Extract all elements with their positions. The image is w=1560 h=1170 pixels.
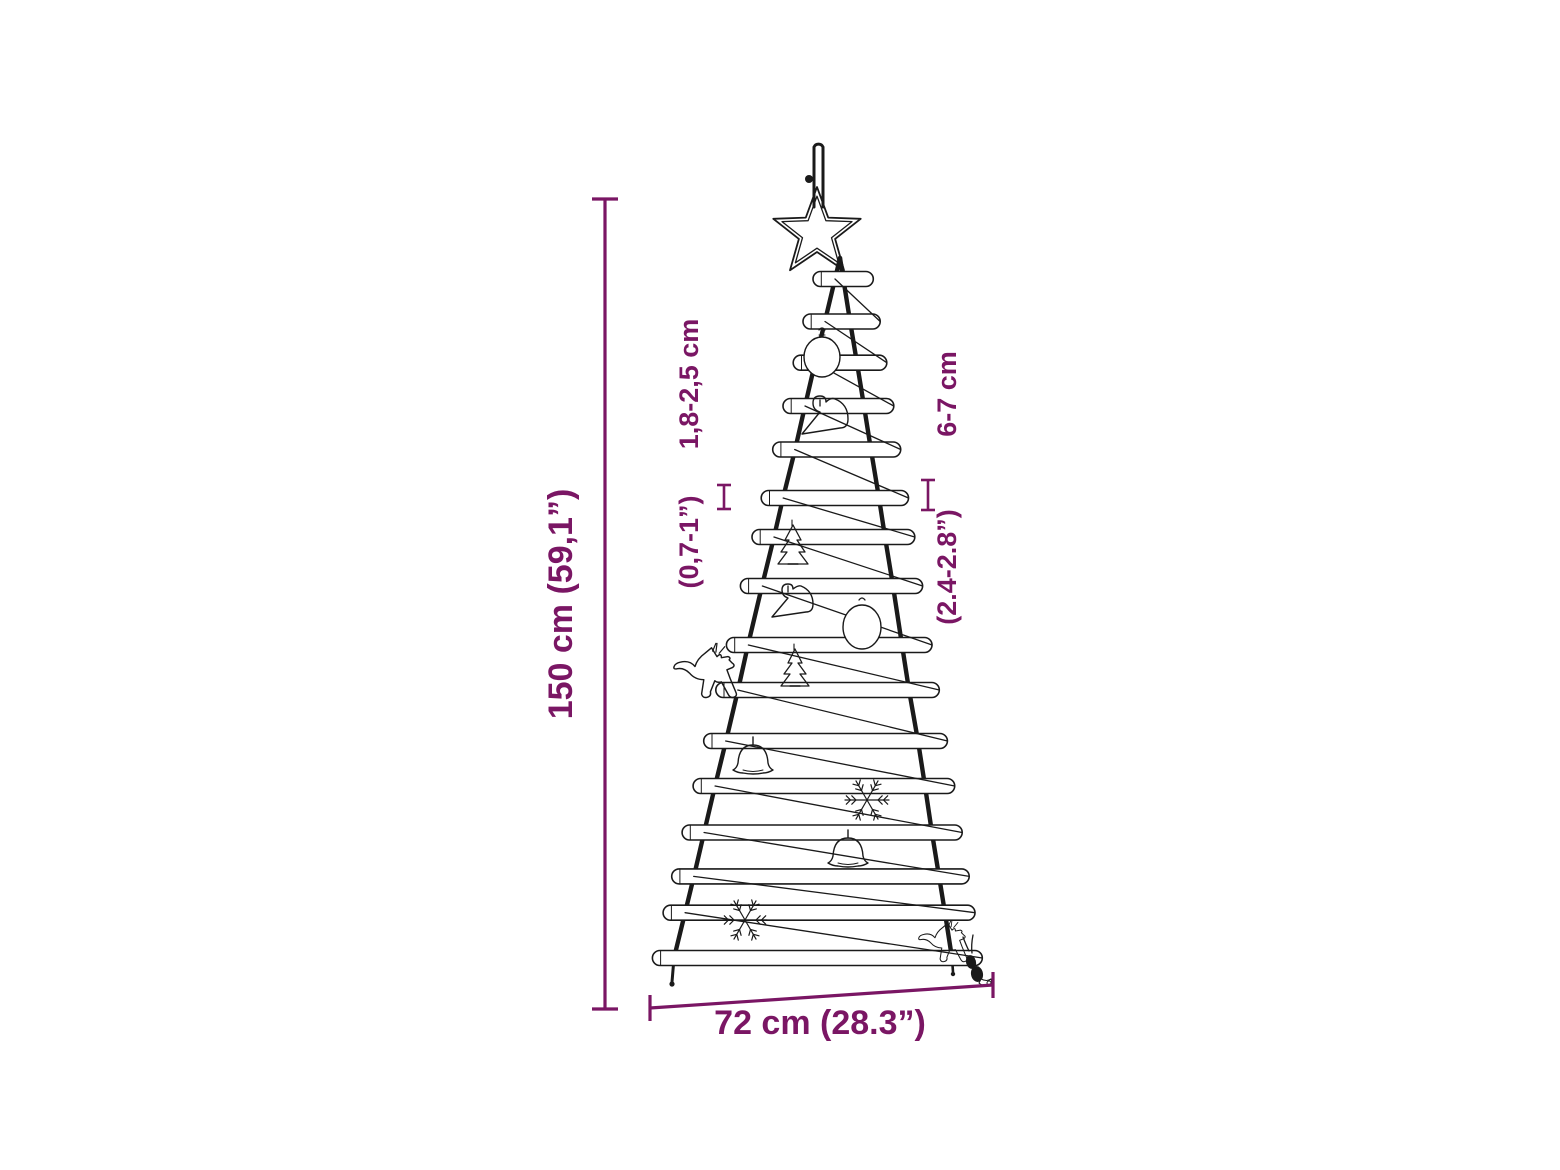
svg-text:(2.4-2.8”): (2.4-2.8”) [932,509,962,625]
svg-text:(0,7-1”): (0,7-1”) [674,495,704,588]
svg-text:150 cm (59,1”): 150 cm (59,1”) [542,489,580,720]
svg-text:72 cm (28.3”): 72 cm (28.3”) [714,1004,926,1042]
svg-text:6-7 cm: 6-7 cm [932,351,962,437]
svg-text:1,8-2,5 cm: 1,8-2,5 cm [674,319,704,450]
